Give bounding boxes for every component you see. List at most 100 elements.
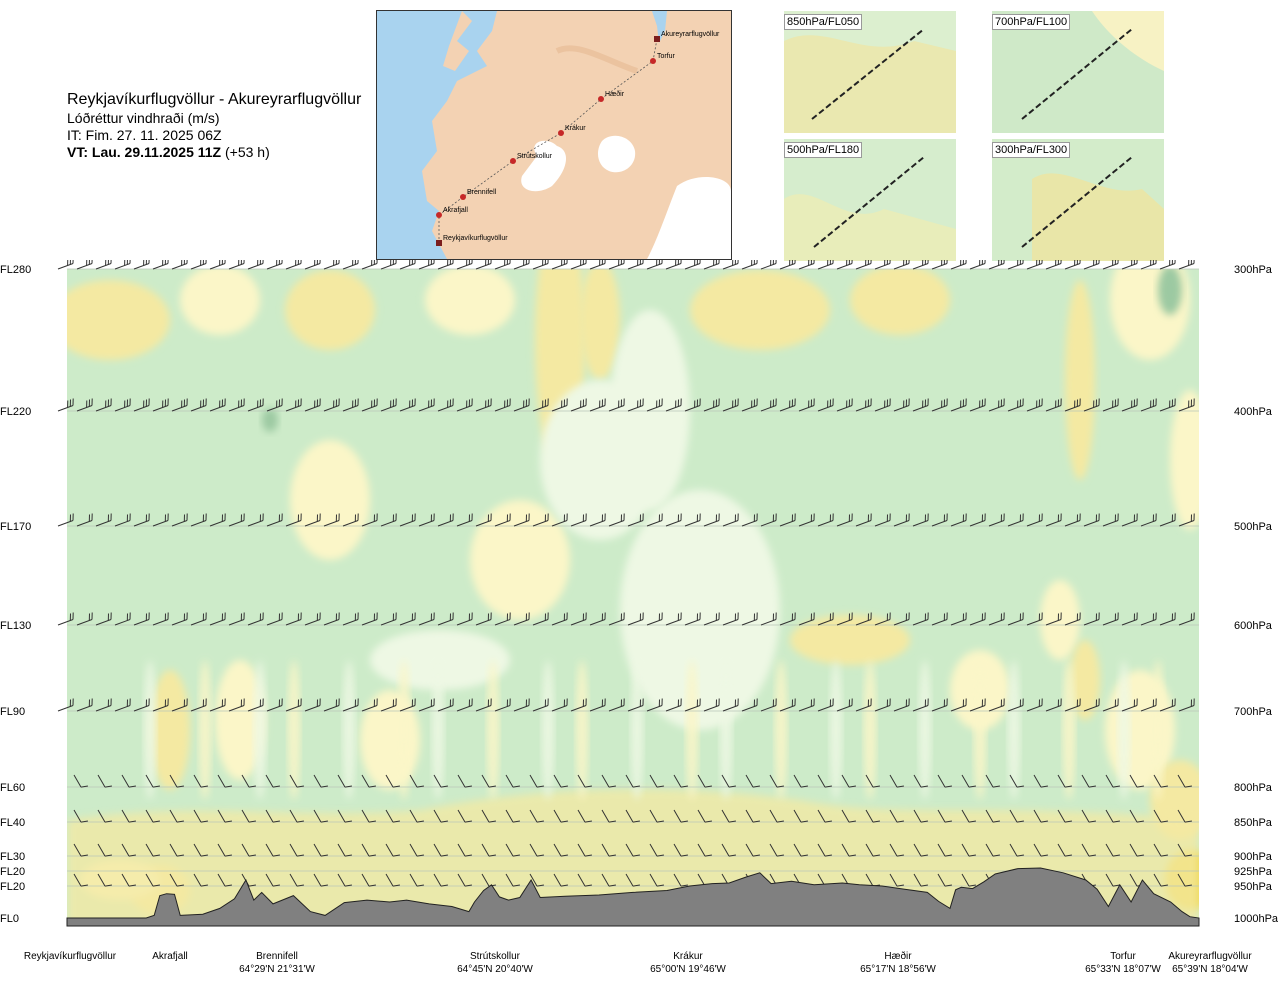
wind-barb [513,398,530,412]
mini-map-850-route [811,28,925,120]
hpa-label-3: 600hPa [1234,620,1273,632]
wind-barb [57,612,74,626]
wind-barb [532,398,549,412]
wind-barb [73,873,88,887]
terrain-shading [555,45,638,74]
wind-barb [798,260,815,270]
wind-barb [361,698,378,712]
mini-map-500-fill [784,194,956,261]
field-streak [542,660,554,800]
station-label-2: Brennifell 64°29'N 21°31'W [207,950,347,976]
wind-barb [836,698,853,712]
mini-map-850-label: 850hPa/FL050 [784,14,863,30]
sea-west [377,11,497,259]
wind-barb [865,774,880,788]
wind-barb [228,398,245,412]
wind-barb [145,774,160,788]
wind-barb [937,809,952,823]
wind-barb [265,774,280,788]
wind-barb [1026,398,1043,412]
wind-barb [1121,612,1138,626]
wind-barb [969,513,986,527]
wind-barb [437,513,454,527]
wind-barb [529,809,544,823]
wind-barb [73,809,88,823]
waypoint-label: Torfur [657,53,676,60]
wind-barb [1159,698,1176,712]
wind-barb [836,513,853,527]
field-streak [830,660,842,800]
wind-barb [529,843,544,857]
title-block: Reykjavíkurflugvöllur - Akureyrarflugvöl… [67,90,387,161]
wind-barb [874,260,891,270]
wind-barb [121,774,136,788]
wind-barb [409,843,424,857]
wind-barb [361,513,378,527]
wind-barb [266,612,283,626]
wind-barb [608,260,625,270]
station-label-3: Strútskollur 64°45'N 20°40'W [425,950,565,976]
waypoint-label: Hæðir [605,90,625,98]
wind-barb [649,809,664,823]
wind-barb [577,873,592,887]
field-blob [850,269,950,335]
wind-barb [323,398,340,412]
hpa-label-9: 950hPa [1234,881,1273,893]
wind-barb [1026,612,1043,626]
wind-barb [494,398,511,412]
wind-barb [190,398,207,412]
wind-barb [1009,809,1024,823]
wind-barb [627,398,644,412]
wind-barb [1007,260,1024,270]
wind-barb [285,398,302,412]
wind-barb [553,809,568,823]
wind-barb [703,698,720,712]
wind-barb [836,260,853,270]
mini-map-700: 700hPa/FL100 [992,11,1164,133]
wind-barb [961,873,976,887]
wind-barb [553,873,568,887]
wind-barb [209,612,226,626]
station-name: Krákur [673,951,703,962]
field-blob [1065,280,1095,480]
mini-map-300-label: 300hPa/FL300 [992,142,1071,158]
wind-barb [241,843,256,857]
wind-barb [532,612,549,626]
wind-barb [1083,612,1100,626]
wind-barb [577,774,592,788]
wind-barb [625,809,640,823]
wind-barb [608,513,625,527]
wind-barb [1045,612,1062,626]
wind-barb [409,774,424,788]
wind-barb [313,809,328,823]
wind-barb [265,809,280,823]
fl-label-0: FL280 [0,264,31,276]
cross-section-chart: FL280 FL220 FL170 FL130 FL90 FL60 FL40 FL30 FL20… [0,260,1279,927]
wind-barb [931,513,948,527]
parameter-label: Lóðréttur vindhraði (m/s) [67,110,220,126]
wind-barb [673,873,688,887]
wind-barb [133,513,150,527]
wind-barb [1159,260,1176,270]
wind-barb [1121,260,1138,270]
wind-barb [646,513,663,527]
mini-map-500-route [813,156,925,248]
wind-barb [475,612,492,626]
wind-barb [399,612,416,626]
glacier-langjokull [521,140,567,192]
wind-barb [121,873,136,887]
station-coord: 64°29'N 21°31'W [239,964,315,975]
wind-barb [961,809,976,823]
wind-barb [1140,612,1157,626]
wind-barb [337,873,352,887]
fl-label-1: FL220 [0,406,31,418]
wind-barb [399,398,416,412]
wind-barb [433,843,448,857]
wind-barb [1140,698,1157,712]
waypoint-marker [650,58,656,64]
wind-barb [193,843,208,857]
wind-barb [513,612,530,626]
wind-barb [361,612,378,626]
wind-barb [114,260,131,270]
wind-barb [418,260,435,270]
